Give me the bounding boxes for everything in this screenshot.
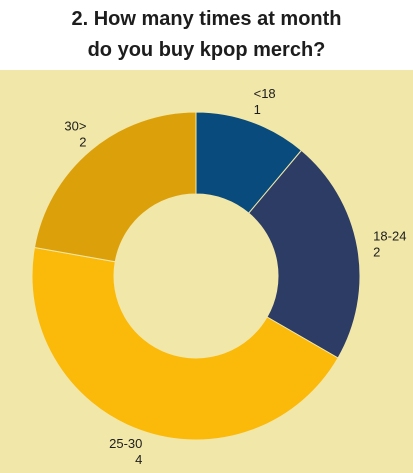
slice-label-value-0: 1 <box>254 102 261 117</box>
slice-label-value-1: 2 <box>373 245 380 260</box>
chart-title-line-1: 2. How many times at month <box>71 8 342 30</box>
chart-title-line-2: do you buy kpop merch? <box>87 39 326 61</box>
slice-label-category-2: 25-30 <box>109 436 142 451</box>
slice-label-category-1: 18-24 <box>373 229 406 244</box>
slice-label-value-2: 4 <box>135 452 142 467</box>
chart-header: 2. How many times at month do you buy kp… <box>0 0 413 70</box>
donut-slice-1 <box>248 149 361 359</box>
chart-title: 2. How many times at month do you buy kp… <box>0 4 413 66</box>
slice-label-category-3: 30> <box>64 119 86 134</box>
slice-label-value-3: 2 <box>79 135 86 150</box>
donut-slice-3 <box>33 111 197 263</box>
donut-slice-2 <box>31 246 339 441</box>
slice-label-category-0: <18 <box>254 86 276 101</box>
